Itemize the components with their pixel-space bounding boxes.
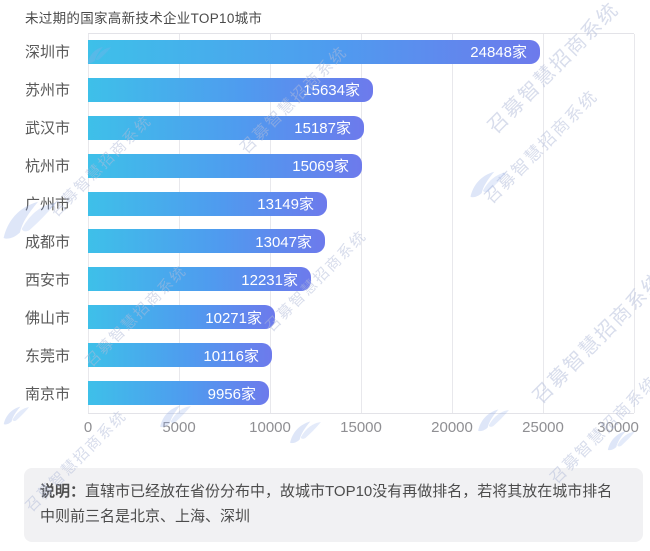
x-tick-label: 10000 — [249, 419, 291, 436]
bar-value-label: 15634家 — [303, 82, 360, 100]
x-tick-label: 30000 — [597, 419, 639, 436]
city-label: 西安市 — [24, 271, 70, 289]
chart-bar[interactable]: 12231家 — [88, 267, 311, 292]
chart-bar[interactable]: 13047家 — [88, 229, 325, 254]
bar-value-label: 12231家 — [241, 271, 298, 289]
city-label: 成都市 — [24, 233, 70, 251]
x-tick-label: 25000 — [522, 419, 564, 436]
chart-bar[interactable]: 13149家 — [88, 191, 327, 216]
bar-value-label: 24848家 — [470, 44, 527, 62]
city-label: 苏州市 — [24, 82, 70, 100]
city-label: 南京市 — [24, 385, 70, 403]
bar-value-label: 9956家 — [207, 385, 256, 403]
chart-bar[interactable]: 15069家 — [88, 153, 362, 178]
city-label: 杭州市 — [24, 158, 70, 176]
x-tick-label: 5000 — [162, 419, 196, 436]
x-tick-label: 20000 — [431, 419, 473, 436]
bar-value-label: 15187家 — [294, 120, 351, 138]
chart-bar[interactable]: 15634家 — [88, 77, 373, 102]
plot-area — [88, 33, 635, 414]
city-label: 武汉市 — [24, 120, 70, 138]
chart-bar[interactable]: 9956家 — [88, 381, 269, 406]
bar-value-label: 10116家 — [203, 347, 259, 365]
city-label: 佛山市 — [24, 309, 70, 327]
chart-bar[interactable]: 24848家 — [88, 39, 540, 64]
bar-value-label: 13047家 — [255, 233, 312, 251]
gridline — [270, 34, 271, 413]
gridline — [452, 34, 453, 413]
chart-bar[interactable]: 10271家 — [88, 305, 275, 330]
gridline — [634, 34, 635, 413]
city-label: 东莞市 — [24, 347, 70, 365]
x-tick-label: 15000 — [340, 419, 382, 436]
chart-title: 未过期的国家高新技术企业TOP10城市 — [25, 11, 263, 26]
note-box: 说明：直辖市已经放在省份分布中，故城市TOP10没有再做排名，若将其放在城市排名… — [24, 468, 643, 542]
gridline — [179, 34, 180, 413]
chart-bar[interactable]: 15187家 — [88, 115, 364, 140]
gridline — [543, 34, 544, 413]
note-text: 直辖市已经放在省份分布中，故城市TOP10没有再做排名，若将其放在城市排名中则前… — [40, 483, 613, 525]
chart-bar[interactable]: 10116家 — [88, 343, 272, 368]
city-label: 广州市 — [24, 196, 70, 214]
x-tick-label: 0 — [83, 419, 93, 436]
note-label: 说明： — [40, 483, 86, 500]
bar-value-label: 10271家 — [205, 309, 262, 327]
city-label: 深圳市 — [24, 44, 70, 62]
gridline — [88, 34, 89, 413]
bar-value-label: 15069家 — [292, 158, 349, 176]
bar-value-label: 13149家 — [257, 196, 314, 214]
gridline — [361, 34, 362, 413]
